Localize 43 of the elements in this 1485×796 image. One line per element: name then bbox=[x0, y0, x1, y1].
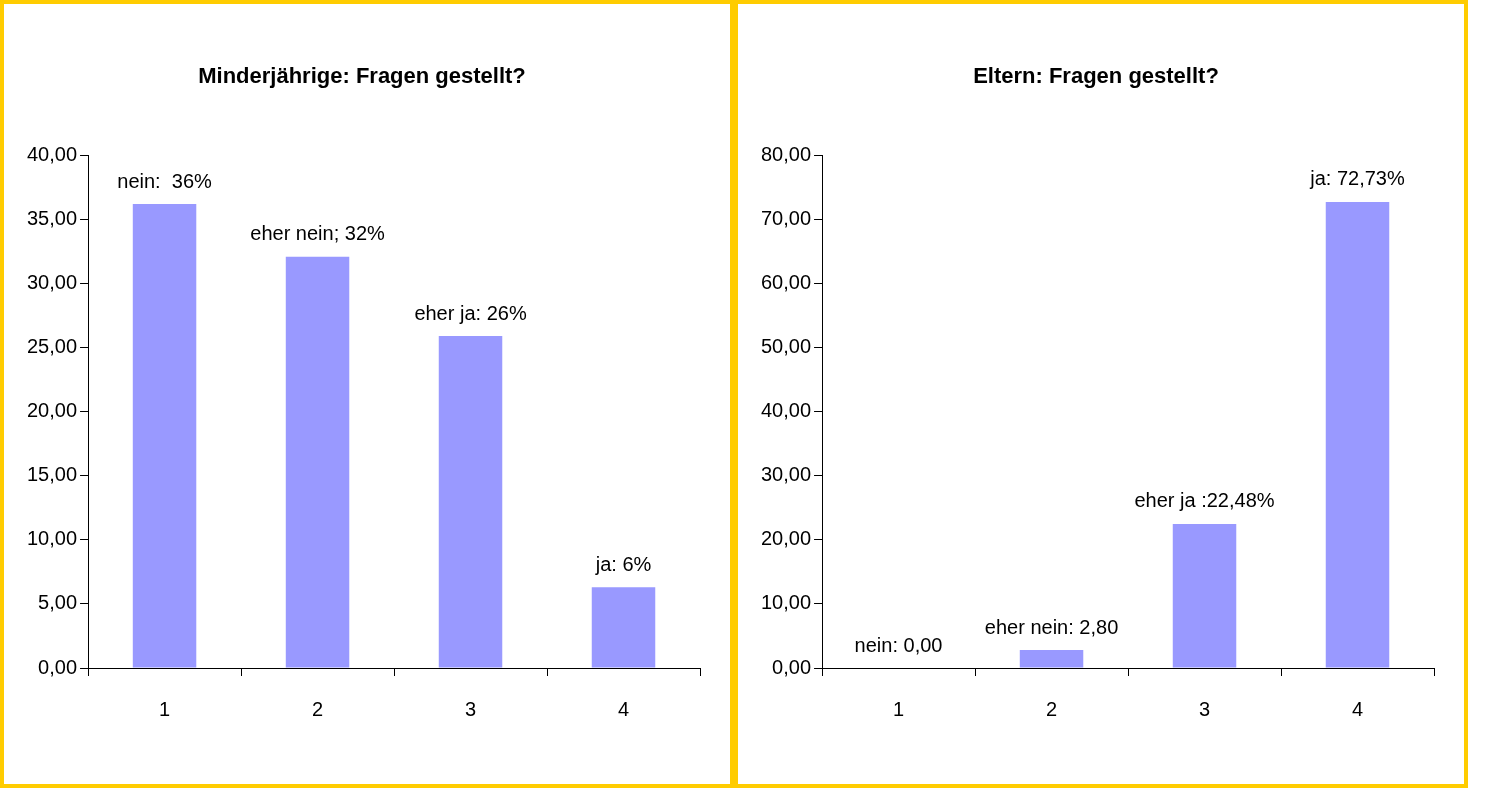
x-tick-label: 2 bbox=[311, 697, 324, 720]
data-label: nein: 36% bbox=[117, 169, 213, 192]
chart-title: Eltern: Fragen gestellt? bbox=[973, 63, 1219, 89]
data-label: eher ja: 26% bbox=[414, 301, 527, 324]
y-tick-label: 80,00 bbox=[760, 142, 812, 165]
y-tick-label: 35,00 bbox=[26, 206, 78, 229]
y-tick-label: 10,00 bbox=[760, 591, 812, 614]
data-label: ja: 6% bbox=[594, 552, 652, 575]
y-tick-label: 30,00 bbox=[760, 463, 812, 486]
data-label: nein: 0,00 bbox=[854, 633, 943, 656]
y-tick-label: 70,00 bbox=[760, 206, 812, 229]
y-tick-label: 10,00 bbox=[26, 527, 78, 550]
bar bbox=[1019, 650, 1084, 668]
bar bbox=[591, 587, 656, 668]
y-tick-label: 60,00 bbox=[760, 271, 812, 294]
y-tick-label: 0,00 bbox=[772, 655, 812, 678]
x-tick-label: 1 bbox=[892, 697, 905, 720]
data-label: ja: 72,73% bbox=[1309, 167, 1405, 190]
y-tick-label: 30,00 bbox=[26, 271, 78, 294]
y-tick-label: 25,00 bbox=[26, 335, 78, 358]
y-tick-label: 40,00 bbox=[26, 142, 78, 165]
y-tick-label: 50,00 bbox=[760, 335, 812, 358]
data-label: eher ja :22,48% bbox=[1134, 489, 1275, 512]
bar bbox=[1172, 523, 1237, 668]
y-tick-label: 0,00 bbox=[38, 655, 78, 678]
y-tick-label: 5,00 bbox=[38, 591, 78, 614]
chart-title: Minderjährige: Fragen gestellt? bbox=[198, 63, 526, 89]
bar bbox=[438, 336, 503, 668]
x-tick-label: 3 bbox=[464, 697, 477, 720]
data-label: eher nein; 32% bbox=[250, 222, 386, 245]
x-tick-label: 4 bbox=[1351, 697, 1364, 720]
x-tick-label: 2 bbox=[1045, 697, 1058, 720]
x-tick-label: 1 bbox=[158, 697, 171, 720]
data-label: eher nein: 2,80 bbox=[984, 615, 1119, 638]
bar bbox=[132, 204, 197, 668]
x-tick-label: 3 bbox=[1198, 697, 1211, 720]
y-tick-label: 15,00 bbox=[26, 463, 78, 486]
y-tick-label: 20,00 bbox=[760, 527, 812, 550]
y-tick-label: 20,00 bbox=[26, 399, 78, 422]
x-tick-label: 4 bbox=[617, 697, 630, 720]
y-tick-label: 40,00 bbox=[760, 399, 812, 422]
bar bbox=[285, 256, 350, 668]
bar bbox=[1325, 201, 1390, 668]
